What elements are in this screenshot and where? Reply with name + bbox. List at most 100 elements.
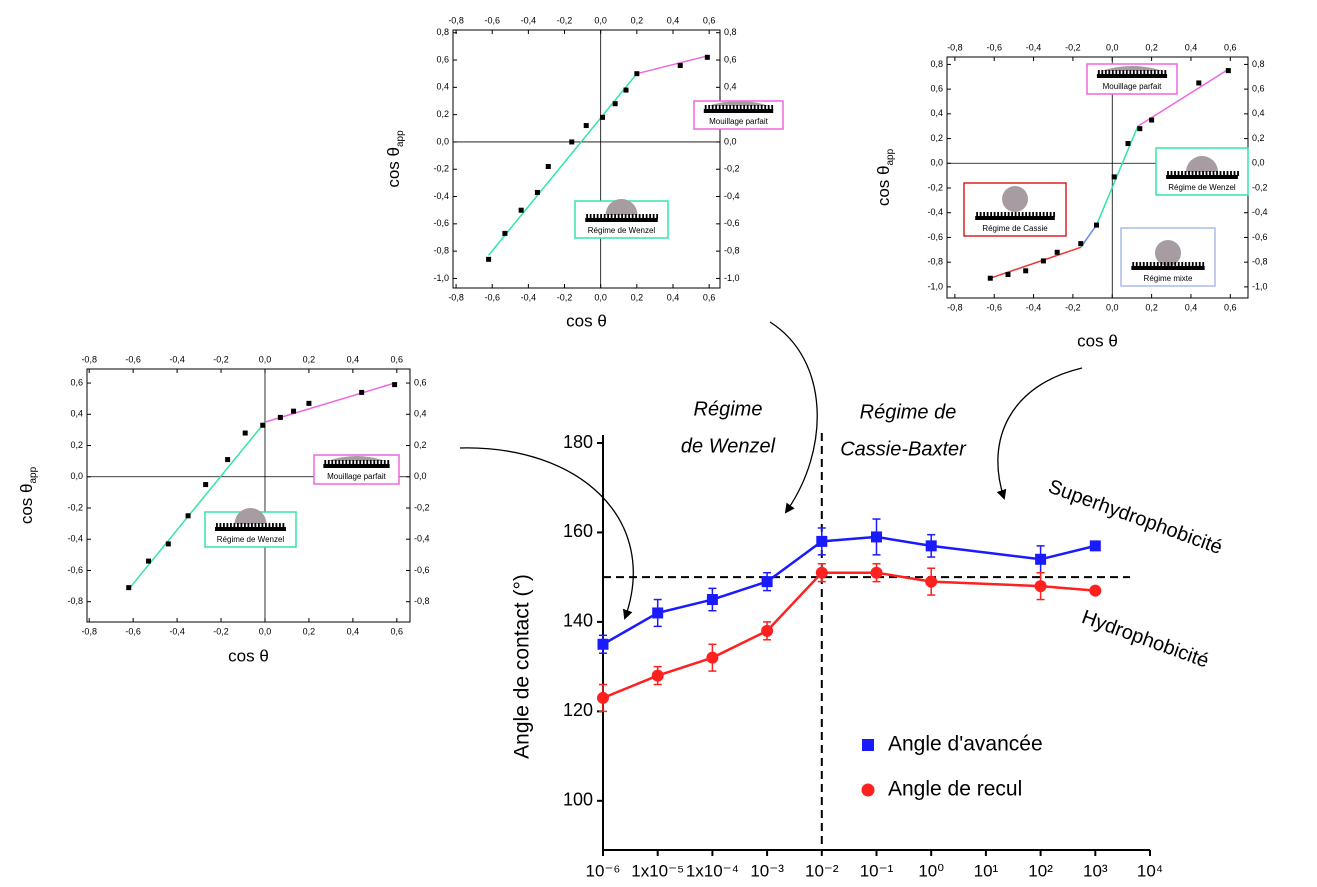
marker <box>651 669 664 682</box>
pillar <box>1011 212 1014 217</box>
x-tick-label: 0,2 <box>1145 42 1158 52</box>
pillar <box>1174 171 1176 176</box>
pillar <box>1195 171 1197 176</box>
x-tick-label: 10³ <box>1083 861 1108 880</box>
pillar <box>1170 262 1173 267</box>
fit-line <box>1137 68 1229 127</box>
x-tick-label: 10² <box>1028 861 1053 880</box>
x-tick-label: -0,2 <box>1065 302 1081 312</box>
pillar <box>1181 171 1183 176</box>
pillar <box>1132 262 1135 267</box>
y-tick-label: -0,4 <box>927 207 943 217</box>
y-tick-label: 160 <box>563 521 593 541</box>
pillar <box>767 105 770 110</box>
pillar <box>387 460 390 465</box>
pillar <box>380 460 383 465</box>
pillar <box>1188 262 1191 267</box>
annotation: de Wenzel <box>681 435 776 457</box>
pillar <box>362 460 365 465</box>
regime-box: Régime de Wenzel <box>574 199 669 239</box>
pillar <box>1097 70 1100 75</box>
fit-line <box>636 55 708 75</box>
regime-box: Régime de Wenzel <box>1155 147 1249 196</box>
pillar <box>1049 212 1052 217</box>
point <box>1196 80 1202 86</box>
point <box>583 123 589 129</box>
y-tick-label: 0,4 <box>1252 108 1265 118</box>
x-tick-label: 10¹ <box>974 861 999 880</box>
pillar <box>976 212 979 217</box>
x-tick-label: -0,6 <box>484 292 500 302</box>
pillar <box>652 214 655 219</box>
pillar <box>764 105 767 110</box>
annotation: Régime de <box>860 401 957 423</box>
pillar <box>1160 262 1163 267</box>
droplet <box>327 456 386 461</box>
legend-marker <box>862 739 874 751</box>
point <box>486 256 492 262</box>
legend-label: Angle de recul <box>888 778 1022 801</box>
y-tick-label: 0,8 <box>1252 59 1265 69</box>
point <box>165 541 171 547</box>
y-axis-label: cos θapp <box>384 130 405 188</box>
y-tick-label: 0,8 <box>930 59 943 69</box>
fit-line <box>1080 224 1098 248</box>
y-tick-label: 0,0 <box>70 471 83 481</box>
point <box>1078 241 1084 247</box>
pillar <box>729 105 732 110</box>
pillar <box>1156 262 1159 267</box>
pillar <box>1132 70 1135 75</box>
pillar <box>736 105 739 110</box>
box-label: Régime de Wenzel <box>588 226 656 235</box>
marker <box>1034 580 1047 593</box>
pillar <box>359 460 362 465</box>
y-tick-label: 0,2 <box>414 440 427 450</box>
point <box>242 430 248 436</box>
y-tick-label: 0,6 <box>70 377 83 387</box>
y-tick-label: 0,4 <box>70 409 83 419</box>
pillar <box>1139 70 1142 75</box>
pillar <box>279 523 281 528</box>
box-label: Régime de Wenzel <box>1168 183 1236 192</box>
pillar <box>1153 70 1156 75</box>
y-axis-label-sub: app <box>885 148 896 165</box>
pillar <box>1198 262 1201 267</box>
point <box>225 457 231 463</box>
point <box>502 230 508 236</box>
y-tick-label: 0,2 <box>436 109 449 119</box>
pillar <box>979 212 982 217</box>
pillar <box>1191 171 1194 176</box>
marker <box>925 575 938 588</box>
marker <box>1089 540 1101 552</box>
y-axis-label-sub: app <box>28 466 39 483</box>
y-tick-label: 0,8 <box>436 27 449 37</box>
x-tick-label: -0,6 <box>125 626 141 636</box>
y-tick-label: 180 <box>563 432 593 452</box>
y-tick-label: -0,4 <box>433 191 449 201</box>
pillar <box>275 523 278 528</box>
pillar <box>746 105 749 110</box>
pillar <box>331 460 334 465</box>
point <box>634 71 640 77</box>
marker <box>597 638 609 650</box>
y-tick-label: 0,8 <box>724 27 737 37</box>
x-tick-label: 0,4 <box>347 354 360 364</box>
arrow <box>996 367 1083 500</box>
droplet <box>1100 66 1164 71</box>
pillar <box>237 523 239 528</box>
marker <box>597 691 609 704</box>
regime-box: Régime de Cassie <box>963 182 1067 237</box>
point <box>987 275 993 281</box>
droplet <box>1002 186 1028 212</box>
pillar <box>251 523 253 528</box>
y-tick-label: -0,6 <box>724 218 740 228</box>
x-tick-label: 0,6 <box>1224 42 1237 52</box>
y-tick-label: 140 <box>563 611 593 631</box>
x-tick-label: -0,4 <box>1026 302 1042 312</box>
pillar <box>1122 70 1125 75</box>
pillar <box>1039 212 1042 217</box>
pillar <box>1226 171 1229 176</box>
pillar <box>1181 262 1184 267</box>
marker <box>761 576 773 588</box>
pillar <box>1129 70 1132 75</box>
